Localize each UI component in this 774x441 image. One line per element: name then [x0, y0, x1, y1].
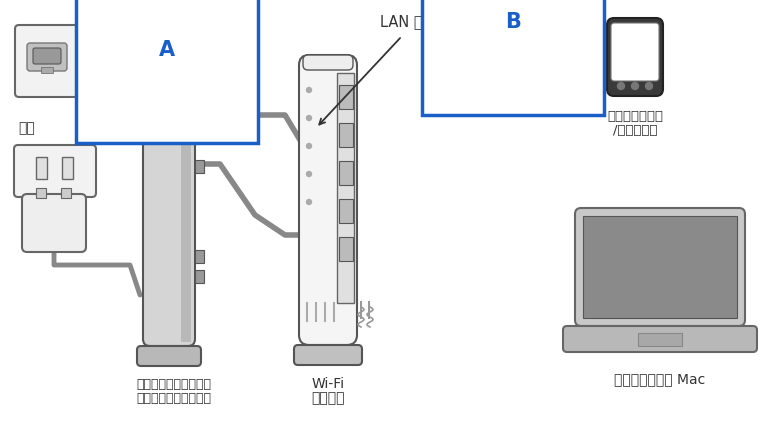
FancyBboxPatch shape	[137, 346, 201, 366]
FancyBboxPatch shape	[14, 145, 96, 197]
FancyBboxPatch shape	[22, 194, 86, 252]
Bar	[195, 250, 204, 263]
Bar	[339, 237, 353, 261]
Bar	[583, 216, 737, 318]
Bar	[36, 188, 46, 198]
Bar	[62, 157, 73, 179]
Text: /タブレット: /タブレット	[613, 124, 657, 137]
Circle shape	[646, 82, 652, 90]
Text: パソコンまたは Mac: パソコンまたは Mac	[615, 372, 706, 386]
Circle shape	[632, 82, 639, 90]
Text: された機器（モデム）: された機器（モデム）	[136, 392, 211, 405]
Bar	[195, 270, 204, 283]
Circle shape	[618, 82, 625, 90]
Bar	[638, 333, 682, 346]
Bar	[41, 67, 53, 73]
Text: Wi-Fi: Wi-Fi	[311, 377, 344, 391]
FancyBboxPatch shape	[33, 48, 61, 64]
Bar	[337, 73, 354, 303]
Bar	[61, 188, 71, 198]
FancyBboxPatch shape	[299, 55, 357, 345]
Circle shape	[307, 172, 311, 176]
Bar	[339, 199, 353, 223]
Bar	[339, 123, 353, 147]
Text: B: B	[505, 12, 521, 32]
Text: LAN ケーブル: LAN ケーブル	[380, 15, 449, 30]
FancyBboxPatch shape	[27, 43, 67, 71]
FancyBboxPatch shape	[575, 208, 745, 326]
Bar	[181, 72, 191, 342]
Bar	[339, 161, 353, 185]
Bar	[195, 160, 204, 173]
FancyBboxPatch shape	[15, 25, 97, 97]
Text: プロバイダーから提供: プロバイダーから提供	[136, 378, 211, 391]
Bar	[36, 157, 47, 179]
Text: ルーター: ルーター	[311, 391, 344, 405]
Text: 電源: 電源	[18, 121, 35, 135]
FancyBboxPatch shape	[611, 23, 659, 81]
Bar	[339, 85, 353, 109]
FancyBboxPatch shape	[563, 326, 757, 352]
Text: スマートフォン: スマートフォン	[607, 110, 663, 123]
Circle shape	[307, 199, 311, 205]
Circle shape	[307, 143, 311, 149]
FancyBboxPatch shape	[294, 345, 362, 365]
Text: A: A	[159, 40, 175, 60]
Circle shape	[307, 87, 311, 93]
FancyBboxPatch shape	[303, 55, 353, 70]
Circle shape	[307, 116, 311, 120]
Bar	[195, 125, 204, 138]
FancyBboxPatch shape	[143, 68, 195, 346]
FancyBboxPatch shape	[607, 18, 663, 96]
